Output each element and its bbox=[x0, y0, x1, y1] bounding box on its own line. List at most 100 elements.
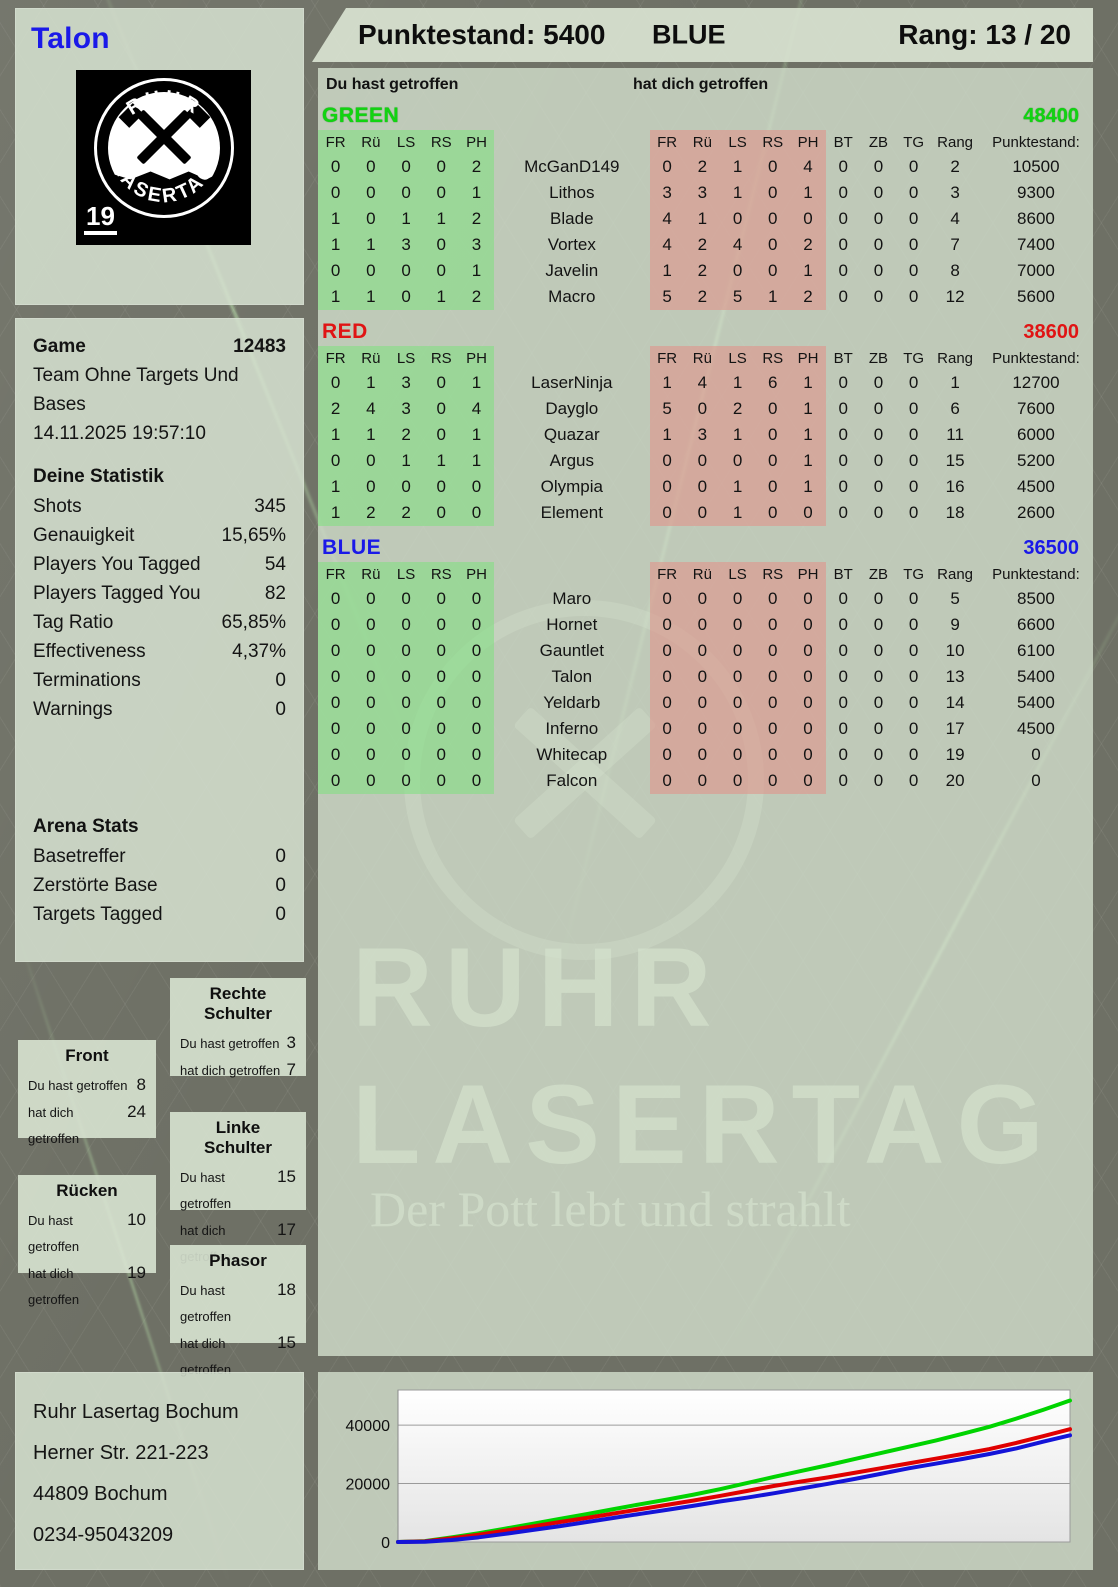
cell-you-rs: 0 bbox=[423, 638, 459, 664]
table-row[interactable]: 0 0 1 1 1 Argus 0 0 0 0 1 0 0 0 15 5200 bbox=[318, 448, 1093, 474]
cell-points: 5400 bbox=[1017, 667, 1055, 686]
cell-player-name: Talon bbox=[551, 667, 593, 686]
you-tagged-header: Du hast getroffen bbox=[326, 76, 459, 93]
cell-player-name: Element bbox=[540, 503, 603, 522]
table-row[interactable]: 0 0 0 0 1 Lithos 3 3 1 0 1 0 0 0 3 9300 bbox=[318, 180, 1093, 206]
cell-them-rs: 0 bbox=[755, 612, 791, 638]
cell-them-rü: 0 bbox=[684, 500, 720, 526]
table-row[interactable]: 0 0 0 0 0 Maro 0 0 0 0 0 0 0 0 5 8500 bbox=[318, 586, 1093, 612]
table-row[interactable]: 0 0 0 0 0 Falcon 0 0 0 0 0 0 0 0 20 0 bbox=[318, 768, 1093, 794]
bodypart-them-value: 7 bbox=[286, 1060, 296, 1079]
cell-you-rü: 0 bbox=[353, 474, 389, 500]
col-header-tg: TG bbox=[903, 349, 925, 367]
stat-row: Effectiveness 4,37% bbox=[33, 637, 286, 666]
arena-stat-value: 0 bbox=[275, 875, 286, 896]
cell-you-ph: 1 bbox=[458, 370, 495, 396]
bodypart-them-value: 15 bbox=[277, 1333, 296, 1352]
table-row[interactable]: 0 0 0 0 0 Talon 0 0 0 0 0 0 0 0 13 5400 bbox=[318, 664, 1093, 690]
col-header-you-rs: RS bbox=[423, 130, 459, 154]
cell-tg: 0 bbox=[908, 641, 919, 660]
cell-player-name: Quazar bbox=[543, 425, 600, 444]
game-row: Game 12483 bbox=[33, 332, 286, 361]
cell-them-ph: 0 bbox=[790, 664, 826, 690]
bodypart-them-row: hat dich getroffen 19 bbox=[28, 1260, 146, 1313]
stat-row: Warnings 0 bbox=[33, 695, 286, 724]
cell-you-rü: 0 bbox=[353, 742, 389, 768]
col-header-zb: ZB bbox=[868, 349, 888, 367]
cell-them-fr: 0 bbox=[649, 664, 685, 690]
cell-points: 5200 bbox=[1017, 451, 1055, 470]
table-row[interactable]: 0 0 0 0 0 Hornet 0 0 0 0 0 0 0 0 9 6600 bbox=[318, 612, 1093, 638]
cell-them-rs: 0 bbox=[755, 638, 791, 664]
cell-them-ph: 2 bbox=[790, 232, 826, 258]
cell-rank: 1 bbox=[950, 373, 960, 392]
cell-bt: 0 bbox=[838, 183, 848, 202]
cell-points: 6600 bbox=[1017, 615, 1055, 634]
arena-stat-row: Zerstörte Base 0 bbox=[33, 871, 286, 900]
col-header-points: Punktestand: bbox=[992, 565, 1080, 583]
stat-label: Players You Tagged bbox=[33, 554, 201, 575]
col-header-you-rü: Rü bbox=[353, 130, 389, 154]
table-row[interactable]: 1 0 1 1 2 Blade 4 1 0 0 0 0 0 0 4 8600 bbox=[318, 206, 1093, 232]
cell-you-rs: 0 bbox=[423, 664, 459, 690]
game-label: Game bbox=[33, 336, 86, 357]
col-header-bt: BT bbox=[833, 565, 853, 583]
table-row[interactable]: 0 0 0 0 2 McGanD149 0 2 1 0 4 0 0 0 2 10500 bbox=[318, 154, 1093, 180]
table-row[interactable]: 2 4 3 0 4 Dayglo 5 0 2 0 1 0 0 0 6 7600 bbox=[318, 396, 1093, 422]
arena-stat-value: 0 bbox=[275, 904, 286, 925]
cell-them-rs: 0 bbox=[755, 500, 791, 526]
table-row[interactable]: 1 1 2 0 1 Quazar 1 3 1 0 1 0 0 0 11 6000 bbox=[318, 422, 1093, 448]
table-row[interactable]: 1 2 2 0 0 Element 0 0 1 0 0 0 0 0 18 2600 bbox=[318, 500, 1093, 526]
table-row[interactable]: 1 1 3 0 3 Vortex 4 2 4 0 2 0 0 0 7 7400 bbox=[318, 232, 1093, 258]
address-line-3: 44809 Bochum bbox=[33, 1483, 168, 1505]
team-total-score: 48400 bbox=[1023, 105, 1079, 127]
cell-them-fr: 5 bbox=[649, 284, 685, 310]
cell-you-ph: 0 bbox=[458, 664, 495, 690]
cell-you-rs: 0 bbox=[423, 396, 459, 422]
cell-them-fr: 0 bbox=[649, 638, 685, 664]
cell-you-rs: 0 bbox=[423, 422, 459, 448]
cell-bt: 0 bbox=[838, 667, 848, 686]
cell-you-fr: 1 bbox=[318, 474, 354, 500]
stat-value: 54 bbox=[264, 554, 286, 575]
table-row[interactable]: 0 0 0 0 0 Inferno 0 0 0 0 0 0 0 0 17 4500 bbox=[318, 716, 1093, 742]
cell-you-ph: 2 bbox=[458, 154, 495, 180]
cell-rank: 2 bbox=[950, 157, 960, 176]
cell-them-rü: 2 bbox=[684, 232, 720, 258]
bodypart-you-value: 3 bbox=[286, 1033, 296, 1052]
cell-you-rs: 0 bbox=[423, 500, 459, 526]
table-row[interactable]: 0 0 0 0 0 Whitecap 0 0 0 0 0 0 0 0 19 0 bbox=[318, 742, 1093, 768]
cell-you-ls: 0 bbox=[388, 474, 424, 500]
cell-points: 7000 bbox=[1017, 261, 1055, 280]
venue-address-panel: Ruhr Lasertag Bochum Herner Str. 221-223… bbox=[15, 1372, 304, 1570]
cell-you-ls: 0 bbox=[388, 180, 424, 206]
col-header-name bbox=[494, 562, 649, 586]
table-row[interactable]: 0 0 0 0 1 Javelin 1 2 0 0 1 0 0 0 8 7000 bbox=[318, 258, 1093, 284]
cell-you-ls: 0 bbox=[388, 154, 424, 180]
chart-ytick-label: 20000 bbox=[346, 1477, 391, 1494]
table-row[interactable]: 1 0 0 0 0 Olympia 0 0 1 0 1 0 0 0 16 4500 bbox=[318, 474, 1093, 500]
cell-zb: 0 bbox=[873, 399, 884, 418]
cell-player-name: Yeldarb bbox=[543, 693, 601, 712]
cell-them-rs: 0 bbox=[755, 154, 791, 180]
cell-bt: 0 bbox=[838, 373, 848, 392]
table-row[interactable]: 0 0 0 0 0 Gauntlet 0 0 0 0 0 0 0 0 10 6100 bbox=[318, 638, 1093, 664]
cell-bt: 0 bbox=[838, 261, 848, 280]
bodypart-you-value: 8 bbox=[136, 1075, 146, 1094]
cell-you-ph: 0 bbox=[458, 474, 495, 500]
table-row[interactable]: 1 1 0 1 2 Macro 5 2 5 1 2 0 0 0 12 5600 bbox=[318, 284, 1093, 310]
cell-tg: 0 bbox=[908, 589, 919, 608]
cell-them-fr: 0 bbox=[649, 716, 685, 742]
cell-them-rs: 0 bbox=[755, 258, 791, 284]
chart-line-red bbox=[396, 1427, 1072, 1544]
col-header-points: Punktestand: bbox=[992, 133, 1080, 151]
table-row[interactable]: 0 1 3 0 1 LaserNinja 1 4 1 6 1 0 0 0 1 12700 bbox=[318, 370, 1093, 396]
table-header-row: FR Rü LS RS PH FR Rü LS RS PH BT ZB TG Rang Punktestan… bbox=[318, 130, 1093, 154]
cell-them-ls: 0 bbox=[719, 206, 756, 232]
col-header-them-ph: PH bbox=[790, 346, 826, 370]
cell-zb: 0 bbox=[873, 589, 884, 608]
bodypart-phasor: Phasor Du hast getroffen 18 hat dich get… bbox=[170, 1245, 306, 1377]
table-row[interactable]: 0 0 0 0 0 Yeldarb 0 0 0 0 0 0 0 0 14 5400 bbox=[318, 690, 1093, 716]
bodypart-title: Rechte Schulter bbox=[203, 984, 273, 1023]
scoreboard-panel: Du hast getroffen hat dich getroffen GRE… bbox=[318, 68, 1093, 1356]
